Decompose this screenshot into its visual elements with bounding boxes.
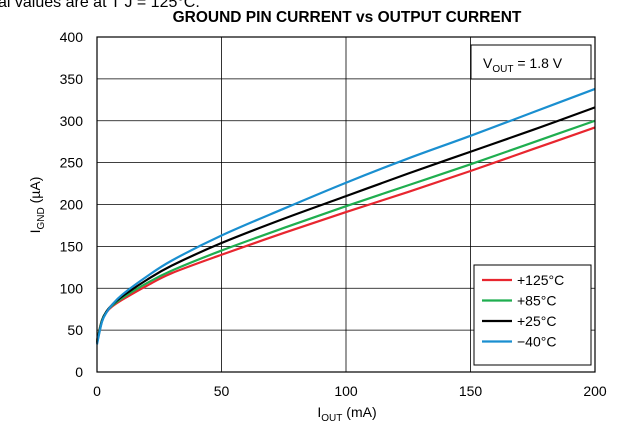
y-tick-label: 200 bbox=[60, 197, 84, 213]
x-tick-label: 0 bbox=[93, 383, 101, 399]
y-tick-label: 250 bbox=[60, 155, 84, 171]
chart-title: GROUND PIN CURRENT vs OUTPUT CURRENT bbox=[173, 9, 522, 26]
y-tick-label: 350 bbox=[60, 71, 84, 87]
cropped-caption-text: al values are at T bbox=[0, 0, 121, 11]
series-group bbox=[95, 87, 596, 345]
annotation-text: VOUT = 1.8 V bbox=[483, 55, 563, 75]
y-axis-label: IGND (µA) bbox=[27, 177, 47, 234]
tick-labels: 0 50 100 150 200 0 50 100 150 200 250 300 350 400 bbox=[60, 29, 607, 399]
y-tick-label: 300 bbox=[60, 113, 84, 129]
legend-label: +25°C bbox=[517, 313, 556, 329]
annotation-main: V bbox=[483, 55, 493, 71]
y-tick-label: 50 bbox=[67, 322, 83, 338]
x-tick-label: 100 bbox=[334, 383, 358, 399]
x-tick-label: 50 bbox=[214, 383, 230, 399]
x-axis-label-main: I bbox=[317, 404, 321, 420]
x-tick-label: 150 bbox=[459, 383, 483, 399]
legend-label: −40°C bbox=[517, 334, 556, 350]
legend-label: +85°C bbox=[517, 293, 556, 309]
annotation-rest: = 1.8 V bbox=[513, 55, 562, 71]
x-axis-label-sub: OUT bbox=[321, 413, 342, 424]
legend-label: +125°C bbox=[517, 272, 564, 288]
legend-box bbox=[473, 264, 592, 366]
plot-frame bbox=[96, 36, 596, 373]
x-tick-label: 200 bbox=[583, 383, 607, 399]
x-axis-label-unit: (mA) bbox=[342, 404, 376, 420]
annotation-box bbox=[470, 44, 592, 80]
y-axis-label-sub: GND bbox=[36, 207, 47, 229]
x-axis-label: IOUT (mA) bbox=[317, 404, 376, 424]
legend: +125°C +85°C +25°C −40°C bbox=[473, 264, 592, 366]
y-tick-label: 0 bbox=[75, 364, 83, 380]
y-tick-label: 150 bbox=[60, 238, 84, 254]
y-axis-label-unit: (µA) bbox=[27, 177, 43, 208]
y-tick-label: 100 bbox=[60, 280, 84, 296]
y-tick-label: 400 bbox=[60, 29, 84, 45]
cropped-caption-tail: J = 125°C. bbox=[124, 0, 199, 11]
y-axis-label-main: I bbox=[27, 229, 43, 233]
series-line bbox=[95, 87, 596, 345]
annotation-sub: OUT bbox=[492, 64, 513, 75]
